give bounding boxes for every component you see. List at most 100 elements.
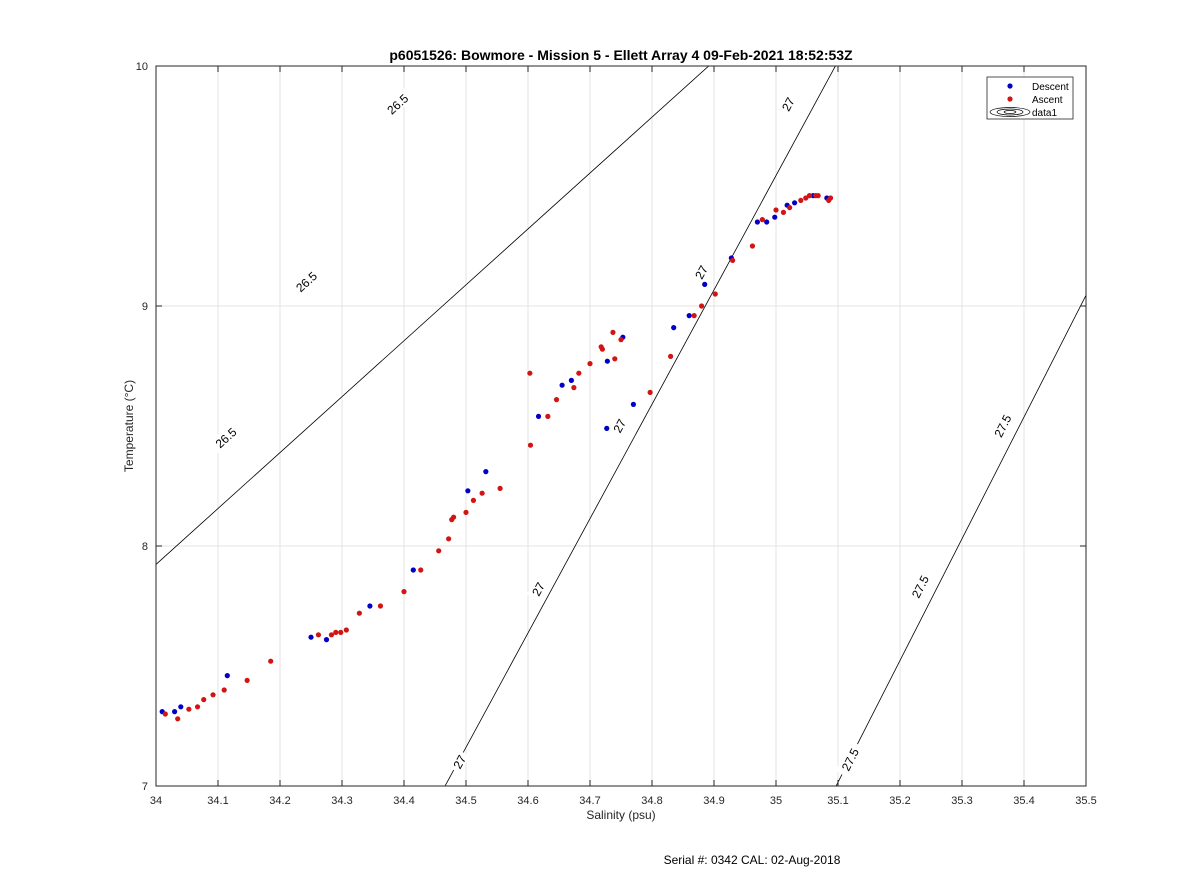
ascent-point	[571, 385, 577, 391]
ascent-point	[470, 497, 477, 503]
ascent-point	[356, 610, 362, 616]
y-tick-label: 8	[142, 541, 148, 553]
contour-label: 27	[529, 580, 548, 599]
ascent-point	[730, 257, 736, 263]
x-tick-label: 35.5	[1075, 795, 1096, 807]
contour-label: 27	[450, 753, 469, 772]
descent-point	[604, 358, 610, 364]
contour-label-bg	[288, 264, 324, 298]
descent-point	[224, 673, 230, 679]
ascent-point	[333, 629, 339, 636]
ascent-point	[175, 716, 181, 722]
contour-label-bg	[689, 259, 712, 285]
contour-line-27	[444, 66, 836, 786]
descent-point	[686, 313, 692, 319]
descent-point	[535, 413, 542, 419]
ascent-point	[815, 193, 821, 199]
descent-point	[630, 401, 637, 407]
ascent-point	[194, 704, 201, 710]
x-tick-label: 34.7	[579, 795, 600, 807]
ascent-point	[668, 353, 674, 359]
legend-ascent-marker	[1007, 96, 1013, 102]
descent-point	[483, 469, 489, 475]
ascent-point	[545, 413, 551, 419]
descent-point	[178, 704, 184, 710]
descent-point	[308, 634, 314, 640]
descent-point	[792, 200, 798, 206]
ascent-point	[479, 490, 485, 496]
contour-label-bg	[379, 87, 415, 121]
descent-point	[604, 425, 610, 431]
chart-title: p6051526: Bowmore - Mission 5 - Ellett A…	[389, 47, 853, 63]
ascent-point	[268, 658, 274, 664]
legend-descent-marker	[1007, 83, 1013, 89]
contour-label: 27	[610, 417, 629, 436]
density-contours	[156, 66, 1086, 786]
x-tick-label: 34.3	[331, 795, 352, 807]
ascent-point	[338, 629, 344, 636]
x-tick-label: 34.6	[517, 795, 538, 807]
y-tick-label: 10	[136, 61, 148, 73]
x-tick-label: 34.8	[641, 795, 662, 807]
x-axis-label: Salinity (psu)	[586, 808, 655, 822]
ascent-point	[343, 627, 349, 633]
ascent-point	[315, 632, 322, 638]
ascent-point	[773, 207, 779, 213]
x-tick-label: 34.1	[207, 795, 228, 807]
contour-label-bg	[776, 91, 799, 117]
ascent-point	[463, 509, 469, 515]
ascent-point	[221, 687, 227, 693]
x-tick-label: 34	[150, 795, 162, 807]
ascent-point	[798, 197, 804, 203]
contour-label-bg	[208, 420, 243, 454]
contour-label-bg	[526, 576, 549, 601]
descent-point	[568, 377, 575, 383]
ascent-point	[691, 313, 697, 319]
ascent-point	[401, 589, 407, 595]
descent-point	[465, 488, 471, 494]
ascent-point	[162, 711, 168, 717]
descent-point	[172, 709, 178, 715]
ascent-point	[610, 329, 616, 335]
descent-point	[367, 603, 373, 609]
contour-label: 27	[692, 263, 711, 282]
contour-label: 27	[779, 95, 798, 114]
ascent-point	[780, 209, 787, 215]
x-tick-label: 34.9	[703, 795, 724, 807]
x-tick-label: 34.5	[455, 795, 476, 807]
plot-frame	[155, 65, 1087, 787]
ascent-point	[446, 536, 452, 542]
x-tick-label: 35.3	[951, 795, 972, 807]
x-tick-label: 35.4	[1013, 795, 1034, 807]
ascent-point	[418, 567, 424, 573]
ascent-point	[712, 291, 718, 297]
ascent-point	[787, 205, 793, 211]
ascent-point	[497, 485, 503, 491]
ascent-point	[451, 514, 457, 520]
legend: Descent Ascent data1	[986, 76, 1074, 120]
descent-point	[323, 637, 330, 643]
x-tick-label: 35.2	[889, 795, 910, 807]
contour-label-bg	[835, 740, 864, 778]
contour-label-bg	[988, 407, 1016, 444]
ascent-point	[587, 361, 593, 367]
axis-ticks: 34 34.1 34.2 34.3 34.4 34.5 34.6 34.7 34.8 34.9 35…	[136, 61, 1097, 807]
y-tick-label: 9	[142, 301, 148, 313]
descent-point	[410, 567, 416, 573]
ascent-point	[749, 243, 756, 249]
ascent-point	[186, 706, 192, 712]
x-tick-label: 34.4	[393, 795, 414, 807]
y-tick-label: 7	[142, 781, 148, 793]
contour-line-27-5	[835, 294, 1086, 786]
legend-descent-label: Descent	[1032, 82, 1069, 93]
x-tick-label: 35	[770, 795, 782, 807]
descent-point	[702, 281, 708, 287]
descent-point	[671, 325, 677, 331]
ascent-point	[436, 548, 442, 554]
x-tick-label: 35.1	[827, 795, 848, 807]
contour-label-bg	[448, 749, 470, 774]
ascent-point	[599, 346, 606, 352]
ascent-point	[699, 303, 705, 309]
ascent-point	[527, 442, 534, 448]
